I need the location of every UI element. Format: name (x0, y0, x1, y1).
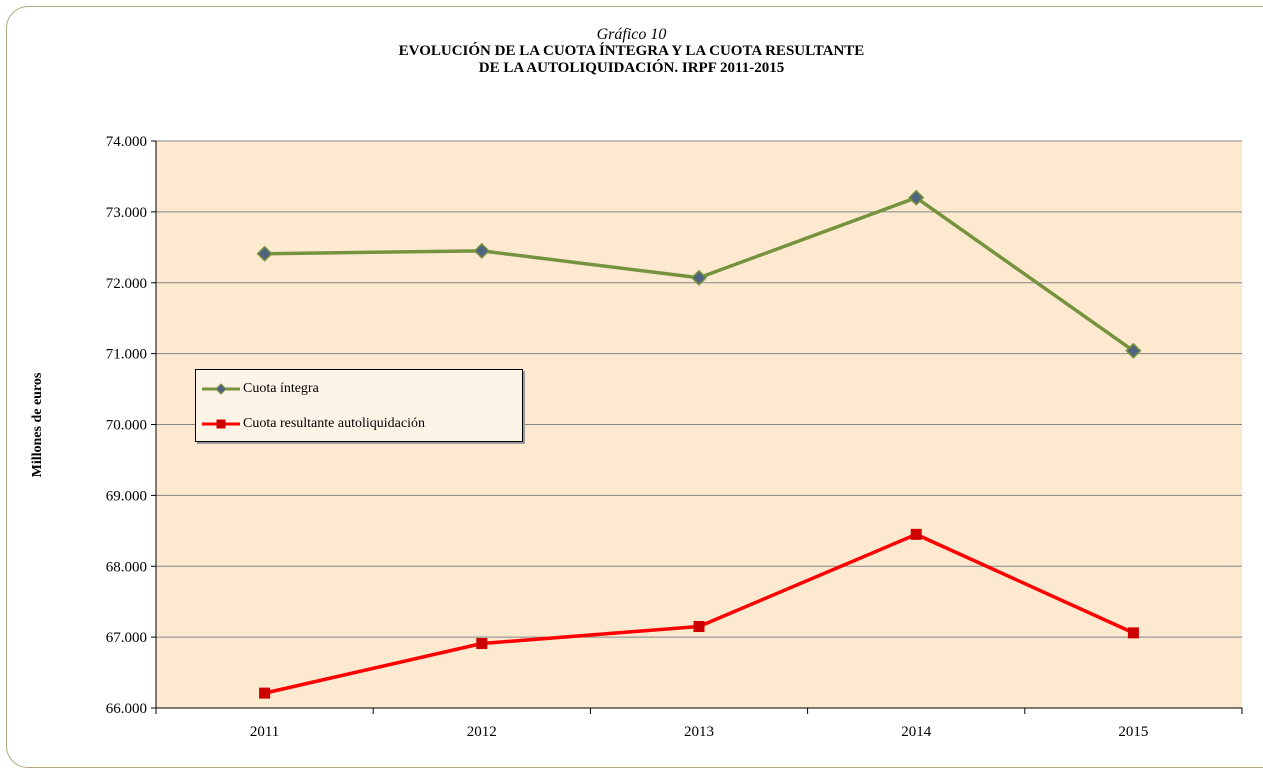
x-tick-label: 2013 (684, 724, 714, 740)
data-point-diamond (690, 269, 708, 286)
data-point-diamond (1125, 342, 1142, 359)
y-tick-label: 74.000 (106, 134, 147, 150)
data-point-square (693, 620, 705, 632)
legend-symbol-square (202, 415, 240, 433)
y-tick-label: 70.000 (106, 418, 147, 434)
y-tick-label: 72.000 (106, 276, 147, 292)
x-tick-label: 2015 (1118, 724, 1148, 740)
y-tick-label: 73.000 (106, 205, 147, 221)
data-point-square (476, 638, 488, 650)
chart-title-block: Gráfico 10 EVOLUCIÓN DE LA CUOTA ÍNTEGRA… (0, 26, 1263, 77)
chart-title-line-1: EVOLUCIÓN DE LA CUOTA ÍNTEGRA Y LA CUOTA… (398, 43, 865, 59)
legend-label-cuota-resultante: Cuota resultante autoliquidación (243, 416, 425, 431)
chart-title-line-2: DE LA AUTOLIQUIDACIÓN. IRPF 2011-2015 (478, 60, 785, 76)
figure-number: Gráfico 10 (596, 26, 667, 43)
legend-symbol-diamond (202, 380, 240, 398)
x-tick-label: 2014 (901, 724, 932, 740)
data-point-square (1127, 627, 1139, 639)
y-tick-label: 67.000 (106, 630, 147, 646)
y-tick-label: 68.000 (106, 559, 147, 575)
legend-item-cuota-integra: Cuota íntegra (196, 380, 319, 398)
chart-legend: Cuota íntegra Cuota resultante autoliqui… (195, 369, 523, 442)
data-point-diamond (908, 189, 925, 206)
data-point-square (910, 528, 922, 540)
legend-label-cuota-integra: Cuota íntegra (243, 381, 319, 396)
y-tick-label: 71.000 (106, 347, 147, 363)
x-tick-label: 2011 (250, 724, 279, 740)
data-point-diamond (473, 242, 490, 259)
y-tick-label: 66.000 (106, 701, 147, 717)
data-point-diamond (256, 245, 273, 262)
chart-frame (6, 6, 1263, 768)
data-point-square (259, 687, 271, 699)
x-tick-label: 2012 (467, 724, 497, 740)
y-tick-label: 69.000 (106, 488, 147, 504)
legend-item-cuota-resultante: Cuota resultante autoliquidación (196, 415, 425, 433)
